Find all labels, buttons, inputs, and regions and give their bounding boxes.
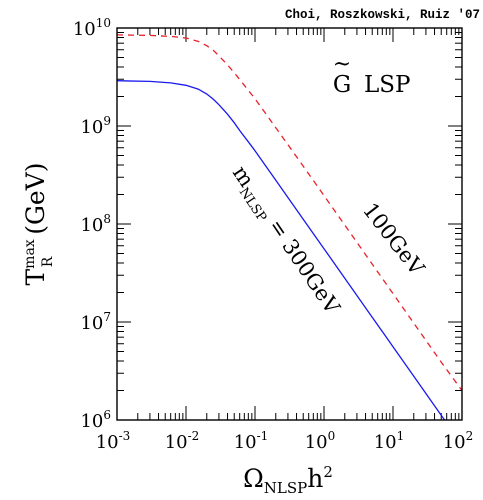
ylabel-sup: max	[22, 239, 38, 269]
legend-gravitino-lsp: ~ G LSP	[333, 52, 411, 98]
ylabel-sub: R	[40, 256, 56, 267]
y-tick-label: 106	[80, 408, 111, 432]
xlabel-main: Ω	[243, 464, 264, 493]
x-tick-label: 10-1	[234, 429, 269, 453]
series-line-100gev	[117, 34, 462, 391]
y-tick-exp: 9	[103, 114, 111, 128]
x-tick-exp: -1	[257, 429, 269, 443]
y-tick-exp: 7	[103, 310, 111, 324]
x-tick-exp: 1	[397, 429, 405, 443]
x-tick-label: 100	[305, 429, 336, 453]
ylabel-main: T	[21, 269, 50, 286]
x-tick-exp: -2	[188, 429, 200, 443]
y-tick-base: 10	[80, 411, 103, 432]
y-tick-label: 107	[80, 310, 111, 334]
y-tick-base: 10	[80, 215, 103, 236]
legend-letter: G	[333, 72, 351, 98]
x-tick-exp: 2	[466, 429, 474, 443]
xlabel-sub: NLSP	[264, 479, 307, 497]
x-tick-label: 101	[374, 429, 405, 453]
x-tick-label: 102	[443, 429, 474, 453]
y-tick-label: 108	[80, 212, 111, 236]
label-300gev: mNLSP = 300GeV	[225, 161, 345, 321]
y-tick-label: 109	[80, 114, 111, 138]
x-tick-label: 10-3	[96, 429, 131, 453]
series-line-300gev	[117, 80, 446, 420]
xlabel-sup: 2	[323, 463, 333, 481]
label-300-tail: = 300GeV	[260, 209, 345, 319]
x-tick-exp: -3	[119, 429, 131, 443]
y-tick-base: 10	[80, 117, 103, 138]
plot-frame	[116, 27, 463, 421]
x-tick-base: 10	[96, 432, 119, 453]
x-tick-base: 10	[234, 432, 257, 453]
label-300-main: m	[228, 161, 259, 191]
x-tick-base: 10	[374, 432, 397, 453]
y-axis-label: Tmax R (GeV)	[21, 162, 56, 285]
y-tick-label: 1010	[73, 16, 111, 40]
x-axis-label: ΩNLSPh2	[243, 463, 333, 497]
y-tick-base: 10	[73, 19, 96, 40]
y-tick-exp: 6	[103, 408, 111, 422]
x-tick-labels: 10-3 10-2 10-1 100 101 102	[96, 429, 474, 453]
x-tick-base: 10	[443, 432, 466, 453]
x-tick-base: 10	[305, 432, 328, 453]
x-tick-base: 10	[165, 432, 188, 453]
y-tick-base: 10	[80, 313, 103, 334]
x-tick-exp: 0	[328, 429, 336, 443]
y-tick-exp: 8	[103, 212, 111, 226]
x-tick-label: 10-2	[165, 429, 200, 453]
ylabel-tail: (GeV)	[21, 162, 50, 242]
legend-tilde: ~	[333, 52, 351, 77]
credit-text: Choi, Roszkowski, Ruiz '07	[285, 8, 480, 22]
axis-ticks	[116, 28, 462, 421]
legend-text: LSP	[364, 72, 411, 98]
label-100gev: 100GeV	[358, 198, 429, 280]
y-tick-exp: 10	[96, 16, 111, 30]
xlabel-tail: h	[307, 464, 323, 493]
